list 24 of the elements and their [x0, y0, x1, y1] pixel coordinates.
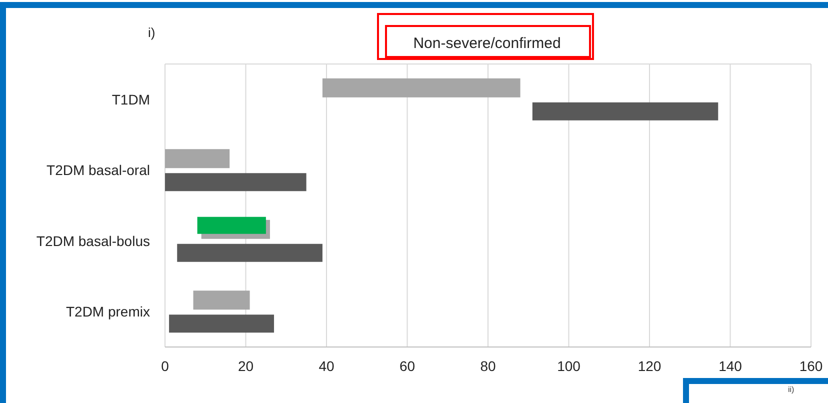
text: ii) — [788, 385, 795, 394]
x-tick-label: 100 — [557, 358, 581, 374]
bar — [532, 102, 718, 120]
bar — [193, 290, 250, 310]
y-tick-label: T2DM basal-bolus — [36, 232, 150, 249]
y-tick-label: T1DM — [112, 91, 150, 108]
y-tick-label: T2DM premix — [66, 304, 150, 320]
y-tick-label: T2DM basal-oral — [46, 162, 150, 178]
x-tick-label: 20 — [238, 358, 254, 374]
chart-title: Non-severe/confirmed — [413, 35, 561, 52]
x-tick-label: 120 — [638, 358, 662, 374]
bar — [165, 173, 306, 192]
x-tick-label: 60 — [399, 358, 416, 374]
bar — [165, 149, 230, 168]
text: i) — [148, 25, 156, 40]
x-tick-label: 140 — [718, 358, 742, 374]
bar — [169, 314, 274, 333]
bar — [322, 78, 520, 98]
x-tick-label: 160 — [799, 358, 823, 374]
x-tick-label: 0 — [161, 358, 170, 374]
x-tick-label: 40 — [318, 358, 334, 374]
bar — [197, 216, 266, 234]
x-tick-label: 80 — [480, 358, 496, 374]
bar — [177, 244, 322, 262]
